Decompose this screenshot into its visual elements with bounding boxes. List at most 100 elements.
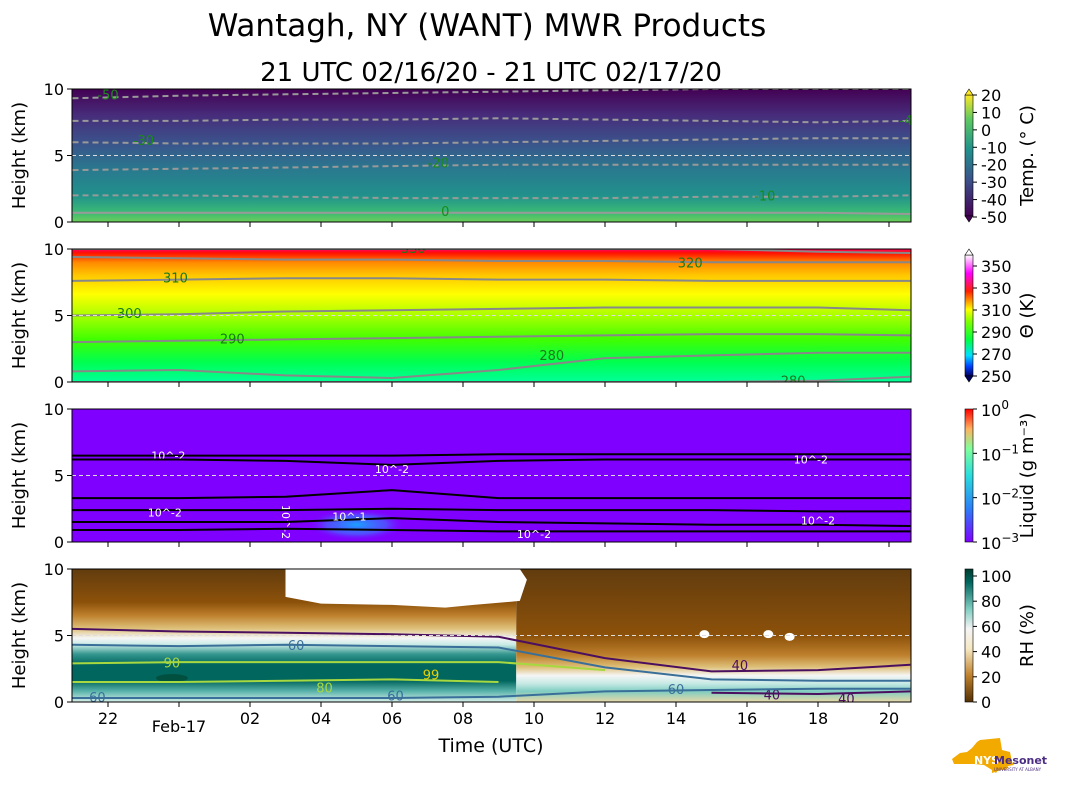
colorbar-tick-label: 10−1 <box>981 442 1019 464</box>
x-tick-label: 10 <box>524 709 544 728</box>
colorbar-max-extension <box>964 88 974 96</box>
colorbar-min-extension <box>964 215 974 223</box>
x-tick-label: 22 <box>98 709 118 728</box>
colorbar-tick-label: 10−2 <box>981 487 1019 509</box>
x-tick-label: 14 <box>666 709 686 728</box>
colorbar-relative-humidity: 100 80 60 40 20 0 RH (%) <box>964 567 1038 712</box>
x-tick-label: 20 <box>879 709 899 728</box>
contour-line <box>72 277 911 282</box>
new-york-state-shape <box>952 738 1014 773</box>
x-tick-label: 08 <box>453 709 473 728</box>
colorbar-tick-label: 250 <box>981 367 1012 386</box>
contour-label: 80 <box>316 682 333 697</box>
contour-label: 310 <box>163 271 188 286</box>
contour-label: 320 <box>678 257 703 272</box>
contour-line <box>72 137 911 145</box>
plot-area: 330 320 310 300 290 280 280 <box>72 242 911 382</box>
contour-line <box>72 194 911 200</box>
plot-area: -50 -40 -30 -20 -10 0 <box>72 89 921 222</box>
colorbar-potential-temperature: 350 330 310 290 270 250 Θ (K) <box>964 248 1038 386</box>
contour-label: 60 <box>387 690 404 705</box>
contour-line <box>72 117 911 124</box>
field-background <box>72 409 911 542</box>
y-axis-label: Height (km) <box>9 262 30 369</box>
field-background <box>72 249 911 382</box>
contour-label: 330 <box>401 242 426 257</box>
contour-line <box>72 375 911 382</box>
panel-relative-humidity: 40 60 90 40 60 99 60 60 80 40 0 5 10 Height (km) 100 80… <box>9 560 1038 712</box>
contour-label: -40 <box>900 114 921 129</box>
contour-line <box>72 89 911 100</box>
contour-line <box>72 351 911 380</box>
contour-label: 10^-2 <box>151 450 185 463</box>
y-tick-label: 0 <box>54 693 64 712</box>
contour-label: 60 <box>89 691 106 706</box>
colorbar-tick-label: 270 <box>981 345 1012 364</box>
contour-label: 90 <box>164 656 181 671</box>
colorbar-tick-label: 20 <box>981 668 1001 687</box>
panel-liquid-water: 10^-2 10^-210^-210^-2 10^-110^-210^-210^-2… <box>9 398 1038 553</box>
colorbar-tick-label: 80 <box>981 592 1001 611</box>
y-tick-label: 10 <box>44 400 64 419</box>
contour-line <box>72 678 499 683</box>
contour-label: 10^-2 <box>148 507 182 520</box>
x-tick-label: 02 <box>240 709 260 728</box>
y-tick-label: 10 <box>44 80 64 99</box>
colorbar-tick-label: 0 <box>981 121 991 140</box>
plot-area: 10^-2 10^-210^-210^-2 10^-110^-210^-210^-2 <box>72 409 911 542</box>
colorbar-tick-label: -20 <box>981 156 1007 175</box>
colorbar-label: Temp. (° C) <box>1017 105 1038 207</box>
plot-area: 40 60 90 40 60 99 60 60 80 40 <box>72 569 911 707</box>
y-axis-label: Height (km) <box>9 422 30 529</box>
x-tick-label: 06 <box>382 709 402 728</box>
contour-line <box>711 690 911 696</box>
y-tick-label: 10 <box>44 240 64 259</box>
y-tick-label: 10 <box>44 560 64 579</box>
missing-data-region <box>285 569 527 608</box>
x-axis-label: Time (UTC) <box>437 735 543 757</box>
colorbar-tick-label: 100 <box>981 567 1012 586</box>
contour-line <box>72 687 911 699</box>
missing-data-spot <box>763 630 774 639</box>
contour-line <box>72 211 911 215</box>
contour-label: 40 <box>732 659 749 674</box>
y-tick-label: 5 <box>54 467 64 486</box>
colorbar-scale <box>964 254 974 377</box>
contour-line <box>72 453 911 457</box>
colorbar-tick-label: 100 <box>981 398 1009 420</box>
contour-line <box>72 507 911 513</box>
contour-label: 290 <box>220 332 245 347</box>
contour-line <box>72 661 606 672</box>
colorbar-scale <box>964 408 974 543</box>
colorbar-tick-label: -40 <box>981 191 1007 210</box>
y-axis-label: Height (km) <box>9 582 30 689</box>
colorbar-tick-label: 10−3 <box>981 531 1019 553</box>
contour-label: 280 <box>539 349 564 364</box>
contour-line <box>72 249 911 254</box>
rh-core <box>155 674 188 683</box>
logo-mesonet: Mesonet <box>994 754 1047 767</box>
x-tick-label: Feb-17 <box>152 717 206 736</box>
y-tick-label: 5 <box>54 147 64 166</box>
field-background <box>72 89 911 222</box>
logo-university: UNIVERSITY AT ALBANY <box>994 767 1042 772</box>
contour-label: -50 <box>97 89 118 104</box>
colorbar-tick-label: -30 <box>981 173 1007 192</box>
y-axis-label: Height (km) <box>9 102 30 209</box>
colorbar-label: Θ (K) <box>1017 293 1038 339</box>
colorbar-label: RH (%) <box>1017 604 1038 667</box>
colorbar-tick-label: 310 <box>981 301 1012 320</box>
contour-line <box>72 489 911 500</box>
x-tick-label: 16 <box>737 709 757 728</box>
contour-label: 40 <box>838 692 855 707</box>
contour-line <box>72 333 911 344</box>
y-tick-label: 0 <box>54 213 64 232</box>
colorbar-min-extension <box>964 375 974 383</box>
missing-data-spot <box>784 632 795 641</box>
contour-label: 300 <box>117 307 142 322</box>
